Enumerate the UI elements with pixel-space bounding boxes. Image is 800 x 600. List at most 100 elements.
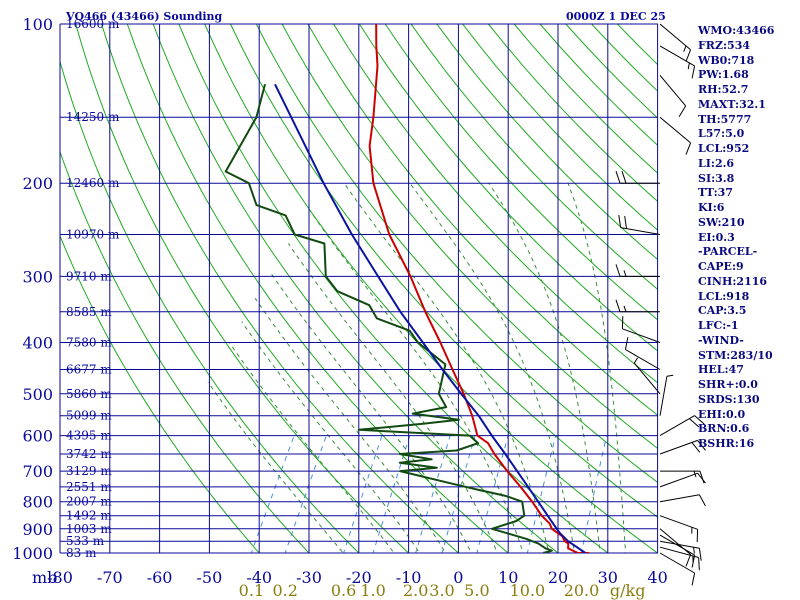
chart-title: VQ466 (43466) Sounding [65,10,223,23]
pressure-tick-label: 700 [22,462,53,481]
dry-adiabat-line [60,234,260,553]
valid-time: 0000Z 1 DEC 25 [566,10,666,23]
stability-indices-panel: WMO:43466 FRZ:534 WB0:718 PW:1.68 RH:52.7 MAX… [698,24,800,452]
wind-barb [659,540,702,561]
temperature-tick-label: -70 [97,568,123,587]
index-row: -PARCEL- [698,245,758,259]
moist-adiabat-line [305,204,524,553]
moist-adiabat-line [488,182,601,553]
mixing-ratio-label: 0.2 [272,581,297,600]
moist-adiabat-line [343,182,550,553]
dry-adiabat-line [230,24,658,519]
mixing-ratio-label: 5.0 [464,581,489,600]
wind-barb [659,45,696,79]
index-row: SW:210 [698,215,745,229]
mixing-ratio-label: 2.0 [403,581,428,600]
index-row: MAXT:32.1 [698,97,766,111]
dry-adiabat-line [410,24,658,291]
index-row: STM:283/10 [698,348,773,362]
index-row: LFC:-1 [698,319,739,332]
mixing-ratio-line [476,435,509,553]
temperature-tick-label: -50 [197,568,223,587]
index-row: LI:2.6 [698,156,735,170]
index-row: WB0:718 [698,53,755,67]
axis-labels: VQ466 (43466) Sounding 0000Z 1 DEC 25 16… [12,10,667,600]
mixing-ratio-label: 10.0 [510,581,546,600]
height-label: 10970 m [66,228,120,242]
dry-adiabat-line [358,24,658,352]
index-row: HEL:47 [698,363,744,377]
temperature-tick-label: -30 [296,568,322,587]
height-label: 6677 m [66,363,112,377]
moist-adiabat-line [228,342,395,553]
index-row: CAP:3.5 [698,304,747,318]
dry-adiabat-line [436,24,658,261]
height-label: 5860 m [66,387,112,401]
dry-adiabat-line [281,24,658,450]
height-label: 9710 m [66,269,112,283]
height-label: 83 m [66,546,97,560]
index-row: CINH:2116 [698,274,768,288]
temperature-tick-label: -10 [396,568,422,587]
pressure-tick-label: 1000 [12,544,53,563]
index-row: -WIND- [698,333,744,347]
wind-barb [659,528,692,567]
moist-adiabat-line [409,182,576,553]
temperature-tick-label: 0 [453,568,463,587]
height-label: 12460 m [66,176,120,190]
dewpoint-profile-line [224,84,553,553]
temperature-tick-label: 40 [647,568,667,587]
temperature-tick-label: -80 [47,568,73,587]
dry-adiabat-line [60,59,360,553]
index-row: L57:5.0 [698,127,745,141]
index-row: LCL:918 [698,289,750,303]
mixing-ratio-line [284,435,327,553]
wind-barb [660,470,705,484]
height-label: 14250 m [66,110,120,124]
mixing-ratio-label: 20.0 [564,581,600,600]
index-row: SHR+:0.0 [698,378,758,391]
wind-barb [659,415,705,437]
pressure-tick-label: 300 [22,267,53,286]
wind-barb-column [615,23,706,586]
moist-adiabat-line [254,298,447,553]
dry-adiabat-line [178,24,609,553]
pressure-tick-label: 100 [22,15,53,34]
dry-adiabat-line [75,24,410,553]
height-label: 533 m [66,534,105,548]
wind-barb [659,74,687,117]
index-row: PW:1.68 [698,68,749,82]
wind-barb [659,374,674,416]
wind-barb [624,337,661,370]
mixing-ratio-label: 0.6 [331,581,356,600]
index-row: CAPE:9 [698,260,744,273]
sounding-profiles [224,24,590,553]
wind-barb [615,171,660,184]
pressure-tick-label: 400 [22,334,53,353]
parcel-profile-line [274,83,586,553]
dry-adiabat-line [152,24,559,553]
index-row: EI:0.3 [698,230,735,244]
index-row: SI:3.8 [698,171,735,185]
dry-adiabat-line [60,150,310,553]
dry-adiabat-line [333,24,658,384]
mixing-ratio-label: 1.0 [360,581,385,600]
mixing-ratio-unit: g/kg [610,581,646,600]
height-label: 8585 m [66,305,112,319]
index-row: TT:37 [698,186,733,200]
wind-barb [615,299,660,313]
index-row: TH:5777 [698,112,752,126]
wind-barb [659,515,699,543]
dry-adiabats [60,24,658,553]
dry-adiabat-line [384,24,658,321]
temperature-tick-label: -40 [246,568,272,587]
mixing-ratio-line [526,435,557,553]
index-row: BSHR:16 [698,437,755,450]
wind-barb [659,23,692,62]
wind-barb [659,494,706,507]
index-row: RH:52.7 [698,83,749,96]
height-label: 3129 m [66,464,112,478]
index-row: KI:6 [698,201,725,214]
